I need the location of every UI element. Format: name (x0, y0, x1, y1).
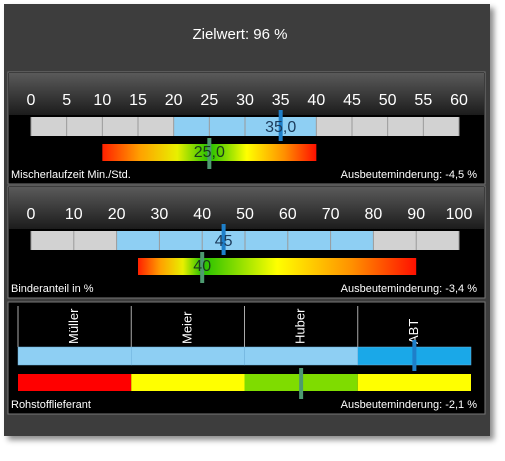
tick-label: 70 (322, 206, 340, 223)
supplier-label: ABT (406, 319, 421, 344)
tick-label: 55 (414, 92, 432, 109)
actual-marker (221, 224, 226, 255)
rating-segment (131, 374, 245, 391)
tick-label: 0 (27, 92, 36, 109)
scale-band (9, 187, 484, 229)
supplier-segment (244, 346, 358, 366)
tick-label: 40 (307, 92, 325, 109)
actual-marker (412, 340, 417, 371)
target-marker (200, 252, 205, 283)
tick-label: 50 (379, 92, 397, 109)
tick-label: 60 (279, 206, 297, 223)
actual-label: 35,0 (265, 119, 296, 136)
tick-label: 10 (65, 206, 83, 223)
gradient-bar (138, 258, 417, 275)
supplier-label: Huber (293, 308, 308, 344)
panel-label: Binderanteil in % (11, 283, 94, 295)
supplier-segment (17, 346, 132, 366)
tick-label: 0 (27, 206, 36, 223)
target-label: 40 (193, 258, 211, 275)
tick-label: 90 (407, 206, 425, 223)
actual-label: 45 (215, 233, 233, 250)
tick-label: 30 (236, 92, 254, 109)
tick-label: 80 (365, 206, 383, 223)
target-marker (299, 368, 304, 399)
tick-label: 60 (450, 92, 468, 109)
scale-band (9, 73, 484, 115)
tick-label: 20 (108, 206, 126, 223)
tick-label: 35 (272, 92, 290, 109)
loss-label: Ausbeuteminderung: -4,5 % (341, 169, 478, 181)
tick-label: 20 (165, 92, 183, 109)
tick-label: 45 (343, 92, 361, 109)
tick-label: 25 (200, 92, 218, 109)
target-label: 25,0 (194, 144, 225, 161)
tick-label: 15 (129, 92, 147, 109)
supplier-segment (131, 346, 245, 366)
tick-label: 40 (193, 206, 211, 223)
loss-label: Ausbeuteminderung: -2,1 % (341, 399, 478, 411)
rating-segment (357, 374, 471, 391)
supplier-label: Müller (66, 308, 81, 344)
tick-label: 5 (62, 92, 71, 109)
tick-label: 10 (93, 92, 111, 109)
panel-label: Mischerlaufzeit Min./Std. (11, 169, 131, 181)
supplier-label: Meier (179, 311, 194, 344)
tick-label: 50 (236, 206, 254, 223)
loss-label: Ausbeuteminderung: -3,4 % (341, 283, 478, 295)
tick-label: 30 (151, 206, 169, 223)
panel-label: Rohstofflieferant (11, 399, 91, 411)
target-marker (207, 138, 212, 169)
title: Zielwert: 96 % (192, 26, 287, 43)
tick-label: 100 (446, 206, 473, 223)
actual-marker (278, 110, 283, 141)
rating-segment (18, 374, 132, 391)
